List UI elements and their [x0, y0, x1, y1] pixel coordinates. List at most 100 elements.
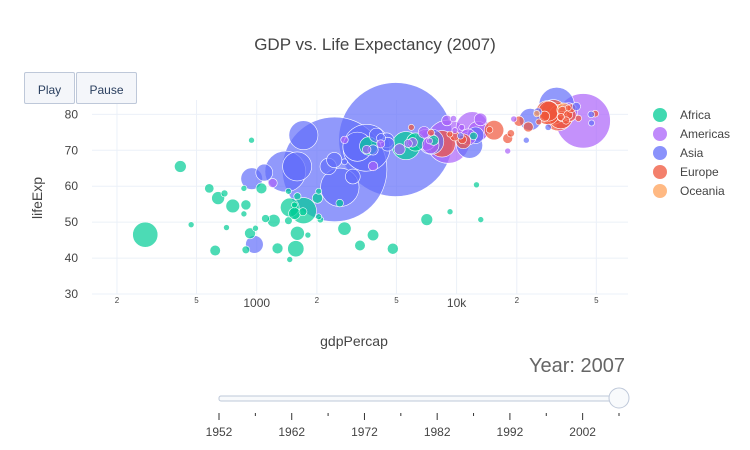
bubble-europe[interactable]	[539, 110, 550, 122]
bubble-americas[interactable]	[403, 139, 413, 148]
bubble-europe[interactable]	[535, 118, 543, 126]
bubble-europe[interactable]	[408, 124, 415, 131]
slider-handle[interactable]	[608, 387, 630, 409]
bubble-europe[interactable]	[574, 114, 582, 122]
bubble-africa[interactable]	[315, 213, 322, 221]
bubble-africa[interactable]	[209, 244, 221, 257]
bubble-africa[interactable]	[223, 224, 230, 231]
bubble-africa[interactable]	[284, 216, 293, 225]
bubble-americas[interactable]	[451, 127, 459, 134]
legend-label[interactable]: Europe	[680, 165, 719, 179]
bubble-africa[interactable]	[367, 229, 380, 242]
bubble-americas[interactable]	[449, 115, 457, 123]
bubble-americas[interactable]	[376, 139, 386, 149]
bubble-asia[interactable]	[255, 163, 274, 182]
bubble-africa[interactable]	[244, 227, 256, 240]
legend-label[interactable]: Americas	[680, 127, 730, 141]
bubble-africa[interactable]	[240, 199, 252, 211]
bubble-africa[interactable]	[420, 213, 433, 226]
bubble-europe[interactable]	[427, 129, 435, 137]
bubble-africa[interactable]	[271, 242, 284, 255]
bubble-africa[interactable]	[252, 224, 259, 232]
bubble-africa[interactable]	[261, 214, 270, 223]
x-tick-label: 5	[394, 296, 399, 305]
bubble-asia[interactable]	[544, 123, 552, 131]
bubble-americas[interactable]	[362, 144, 372, 155]
bubble-americas[interactable]	[473, 112, 488, 127]
play-button[interactable]: Play	[24, 72, 75, 104]
bubble-africa[interactable]	[204, 183, 215, 194]
bubble-africa[interactable]	[469, 131, 478, 141]
bubble-africa[interactable]	[220, 189, 229, 198]
legend-label[interactable]: Asia	[680, 146, 704, 160]
bubble-africa[interactable]	[311, 192, 323, 204]
bubble-africa[interactable]	[132, 221, 159, 248]
bubble-europe[interactable]	[484, 120, 505, 141]
bubble-africa[interactable]	[174, 160, 187, 173]
x-tick-label: 2	[315, 296, 320, 305]
bubble-africa[interactable]	[187, 221, 195, 228]
bubble-europe[interactable]	[556, 113, 565, 121]
bubble-africa[interactable]	[473, 181, 480, 189]
bubble-africa[interactable]	[240, 210, 248, 218]
bubble-americas[interactable]	[426, 137, 433, 145]
bubble-asia[interactable]	[523, 136, 530, 144]
bubble-oceania[interactable]	[533, 110, 541, 118]
bubble-europe[interactable]	[485, 126, 494, 134]
bubble-africa[interactable]	[240, 185, 248, 192]
bubble-africa[interactable]	[335, 199, 344, 208]
bubble-africa[interactable]	[477, 216, 485, 223]
bubble-asia[interactable]	[288, 120, 319, 151]
bubble-africa[interactable]	[337, 221, 352, 236]
year-slider[interactable]: 1952 1962 1972 1982 1992 2002	[206, 387, 630, 439]
bubble-africa[interactable]	[446, 208, 454, 216]
bubble-africa[interactable]	[304, 231, 312, 239]
bubble-americas[interactable]	[458, 124, 466, 131]
bubble-asia[interactable]	[571, 102, 581, 111]
legend-label[interactable]: Africa	[680, 108, 711, 122]
bubble-asia[interactable]	[345, 168, 361, 185]
bubble-africa[interactable]	[225, 198, 240, 214]
bubble-americas[interactable]	[510, 115, 518, 123]
x-tick-label: 5	[194, 296, 199, 305]
y-tick-label: 60	[65, 179, 79, 193]
legend-marker[interactable]	[653, 108, 667, 122]
slider-track[interactable]	[218, 395, 620, 402]
bubble-americas[interactable]	[393, 143, 406, 156]
bubble-africa[interactable]	[291, 201, 298, 209]
legend-label[interactable]: Oceania	[680, 184, 725, 198]
bubble-europe[interactable]	[564, 104, 572, 112]
bubble-africa[interactable]	[290, 225, 305, 241]
bubble-americas[interactable]	[368, 161, 379, 172]
x-tick-label: 10k	[447, 296, 467, 310]
bubble-africa[interactable]	[293, 192, 302, 201]
bubble-europe[interactable]	[446, 130, 454, 138]
bubble-africa[interactable]	[354, 239, 366, 252]
bubble-africa[interactable]	[287, 240, 305, 258]
legend-marker[interactable]	[653, 146, 667, 160]
pause-button[interactable]: Pause	[76, 72, 137, 104]
bubble-asia[interactable]	[587, 110, 595, 119]
bubble-asia[interactable]	[282, 151, 312, 182]
bubble-asia[interactable]	[341, 158, 348, 166]
bubble-africa[interactable]	[248, 136, 255, 144]
bubble-africa[interactable]	[315, 187, 322, 195]
bubble-africa[interactable]	[387, 242, 399, 255]
bubble-africa[interactable]	[255, 182, 268, 195]
bubble-asia[interactable]	[588, 119, 595, 127]
bubble-africa[interactable]	[241, 245, 251, 255]
bubble-europe[interactable]	[506, 129, 515, 138]
bubble-africa[interactable]	[286, 256, 294, 263]
legend-marker[interactable]	[653, 127, 667, 141]
legend-marker[interactable]	[653, 184, 667, 198]
bubble-asia[interactable]	[326, 152, 343, 168]
bubble-africa[interactable]	[285, 187, 292, 195]
bubble-africa[interactable]	[298, 207, 308, 217]
bubble-asia[interactable]	[457, 132, 465, 140]
bubble-americas[interactable]	[340, 135, 349, 144]
bubble-americas[interactable]	[267, 178, 278, 188]
legend-marker[interactable]	[653, 165, 667, 179]
bubble-europe[interactable]	[522, 121, 534, 133]
legend: Africa Americas Asia Europe Oceania	[653, 108, 730, 198]
bubble-americas[interactable]	[504, 147, 511, 155]
